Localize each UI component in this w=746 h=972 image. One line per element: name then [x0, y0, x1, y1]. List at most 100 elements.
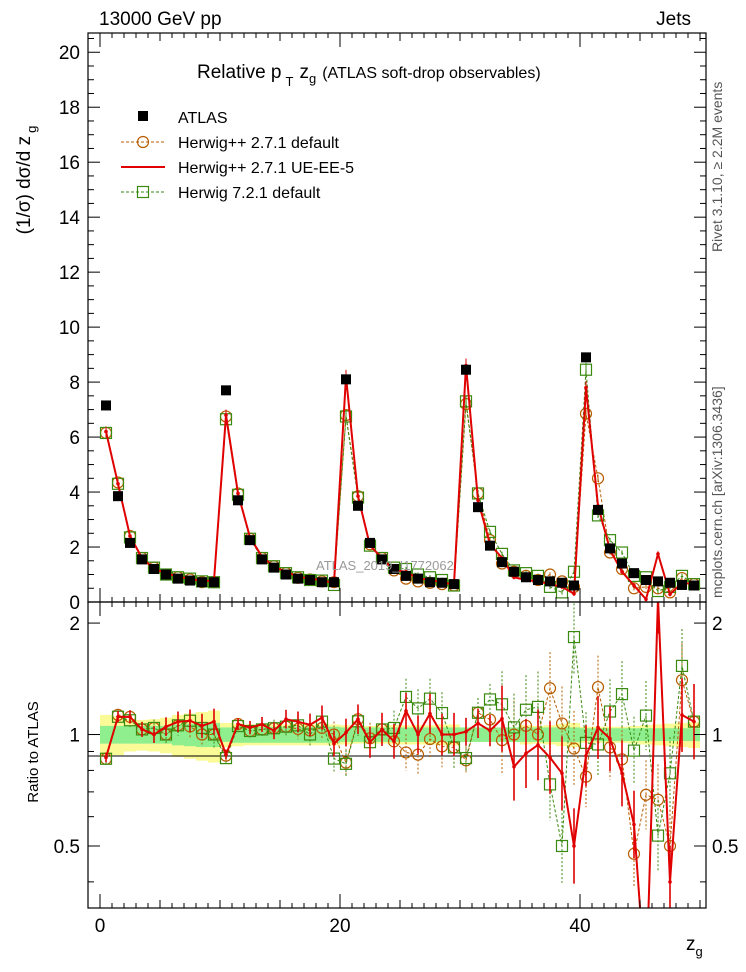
plot-title-main: Relative p	[197, 62, 282, 83]
ratio-point-herwig-default	[555, 717, 569, 730]
ratio-point-herwig72	[651, 829, 665, 842]
ratio-tick-label: 2	[69, 614, 80, 635]
atlas-point	[281, 569, 291, 580]
ratio-point-herwig-ueee5	[632, 822, 636, 827]
ratio-point-herwig-ueee5	[404, 709, 408, 713]
atlas-point	[245, 535, 255, 546]
atlas-point	[581, 352, 591, 363]
ratio-point-herwig-ueee5	[500, 716, 504, 721]
ratio-point-herwig-ueee5	[212, 719, 216, 724]
legend-marker-herwig72	[136, 185, 150, 199]
y-tick-label: 18	[59, 98, 80, 119]
atlas-point	[617, 558, 627, 569]
y-tick-label: 4	[69, 483, 80, 504]
rivet-label: Rivet 3.1.10, ≥ 2.2M events	[709, 82, 725, 252]
ratio-point-herwig-ueee5	[488, 728, 492, 733]
ratio-point-herwig-ueee5	[380, 727, 384, 732]
ratio-point-herwig-ueee5	[620, 771, 624, 776]
ratio-point-herwig72	[567, 630, 581, 644]
series-point-herwig-ueee5	[584, 385, 588, 390]
atlas-point	[197, 577, 207, 588]
series-point-herwig-default	[627, 582, 641, 595]
header-left: 13000 GeV pp	[99, 9, 222, 30]
ratio-tick-label-right: 1	[712, 726, 723, 747]
ratio-plot-frame	[87, 601, 707, 909]
y-tick-label: 8	[69, 373, 80, 394]
band-inner-bin	[244, 726, 256, 743]
band-inner-bin	[100, 725, 112, 744]
y-tick-label: 14	[59, 208, 81, 229]
atlas-point	[593, 504, 603, 515]
atlas-point	[401, 570, 411, 581]
series-point-herwig-ueee5	[656, 552, 660, 556]
atlas-point	[377, 554, 387, 565]
ratio-point-herwig72	[411, 702, 425, 715]
ratio-point-herwig72	[675, 659, 689, 673]
ratio-tick-label-right: 0.5	[712, 837, 738, 858]
ratio-point-herwig-ueee5	[548, 755, 552, 760]
ratio-point-herwig72	[483, 693, 497, 706]
atlas-point	[317, 577, 327, 588]
ratio-point-herwig-ueee5	[140, 727, 144, 732]
series-point-herwig72	[459, 395, 473, 408]
x-tick-label: 20	[329, 916, 350, 937]
ratio-point-herwig-ueee5	[104, 755, 108, 760]
atlas-point	[569, 580, 579, 591]
series-point-herwig-default	[579, 407, 593, 420]
legend-marker-herwig-default	[136, 135, 150, 149]
ratio-point-herwig-ueee5	[464, 729, 468, 734]
atlas-point	[305, 575, 315, 586]
atlas-point	[425, 577, 435, 588]
series-point-herwig72	[579, 363, 593, 376]
atlas-point	[101, 400, 111, 411]
ratio-point-herwig-ueee5	[524, 751, 528, 756]
legend-label-herwig-ueee5: Herwig++ 2.7.1 UE-EE-5	[178, 160, 354, 177]
legend-label-herwig72: Herwig 7.2.1 default	[178, 185, 321, 202]
atlas-point	[497, 557, 507, 568]
legend-label-herwig-default: Herwig++ 2.7.1 default	[178, 135, 340, 152]
atlas-point	[125, 537, 135, 548]
ratio-tick-label: 0.5	[54, 837, 80, 858]
ratio-point-herwig-ueee5	[536, 743, 540, 747]
ratio-point-herwig-ueee5	[584, 753, 588, 758]
atlas-point	[545, 576, 555, 587]
band-inner-bin	[124, 725, 136, 744]
ratio-point-herwig-ueee5	[200, 724, 204, 728]
ratio-point-herwig-ueee5	[512, 764, 516, 769]
ratio-line-2	[105, 602, 695, 908]
ratio-point-herwig-ueee5	[344, 730, 348, 735]
ratio-point-herwig-ueee5	[680, 713, 684, 717]
atlas-point	[329, 577, 339, 588]
y-axis-label: (1/σ) dσ/d z g	[14, 126, 39, 235]
atlas-point	[113, 491, 123, 502]
x-axis-label-sub: g	[696, 944, 703, 959]
band-inner-bin	[652, 728, 664, 742]
ratio-point-herwig-ueee5	[596, 725, 600, 730]
plot-title-rest: (ATLAS soft-drop observables)	[322, 65, 540, 82]
series-point-herwig-ueee5	[572, 591, 576, 596]
ratio-line-1	[105, 679, 695, 854]
ratio-point-herwig-ueee5	[224, 752, 228, 757]
y-tick-label: 0	[69, 593, 80, 614]
ratio-point-herwig-ueee5	[668, 880, 672, 884]
atlas-point	[185, 575, 195, 586]
atlas-point	[137, 554, 147, 565]
ratio-point-herwig-ueee5	[164, 724, 168, 729]
ratio-point-herwig-default	[423, 732, 437, 746]
atlas-point	[269, 562, 279, 573]
ratio-point-herwig-ueee5	[428, 711, 432, 716]
ratio-point-herwig-ueee5	[368, 740, 372, 744]
atlas-point	[605, 543, 615, 554]
ratio-point-herwig-ueee5	[188, 718, 192, 723]
ratio-point-herwig72	[519, 703, 533, 716]
ratio-tick-label: 1	[69, 726, 80, 747]
y-tick-label: 16	[59, 153, 80, 174]
ratio-point-herwig-ueee5	[356, 717, 360, 722]
ratio-point-herwig-ueee5	[248, 725, 252, 730]
atlas-point	[509, 566, 519, 577]
ratio-point-herwig-default	[399, 746, 413, 759]
atlas-point	[149, 564, 159, 575]
ratio-point-herwig-ueee5	[260, 722, 264, 727]
